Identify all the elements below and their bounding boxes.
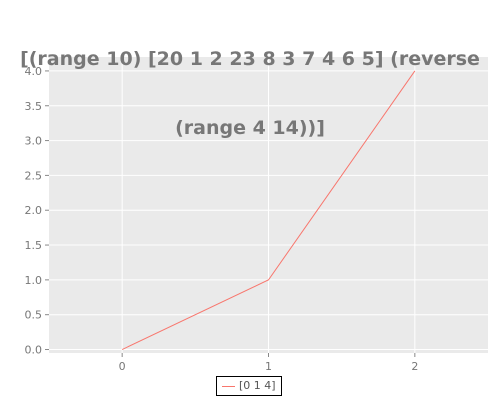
y-tick-label: 3.5: [25, 100, 43, 113]
x-tick-label: 1: [265, 360, 272, 373]
series-lines: [121, 70, 416, 350]
y-tick-label: 2.0: [25, 204, 43, 217]
y-tick-label: 1.0: [25, 274, 43, 287]
y-tick-label: 0.0: [25, 344, 43, 357]
y-tick-label: 1.5: [25, 239, 43, 252]
series-line-0: [121, 70, 416, 350]
y-tick-label: 0.5: [25, 309, 43, 322]
legend-label: [0 1 4]: [239, 379, 276, 392]
chart-title: [(range 10) [20 1 2 23 8 3 7 4 6 5] (rev…: [0, 2, 500, 163]
x-tick-label: 2: [411, 360, 418, 373]
legend-swatch: [222, 386, 235, 387]
y-tick-label: 2.5: [25, 169, 43, 182]
x-tick-label: 0: [119, 360, 126, 373]
chart-title-line-2: (range 4 14))]: [175, 117, 325, 139]
axes: 0.0 0.5 1.0 1.5 2.0 2.5 3.0 3.5 4.0 0 1 2: [25, 65, 419, 373]
y-tick-label: 3.0: [25, 135, 43, 148]
chart-title-line-1: [(range 10) [20 1 2 23 8 3 7 4 6 5] (rev…: [20, 48, 480, 70]
y-tick-label: 4.0: [25, 65, 43, 78]
legend: [0 1 4]: [216, 376, 282, 396]
